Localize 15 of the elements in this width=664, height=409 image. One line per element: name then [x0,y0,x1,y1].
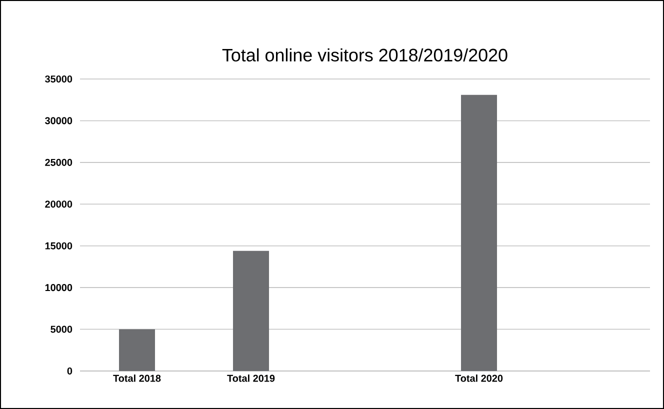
bar [233,250,270,371]
x-tick-label: Total 2018 [113,374,161,382]
y-tick-label: 5000 [50,326,72,333]
y-tick-label: 20000 [45,200,72,208]
x-tick-label: Total 2020 [455,374,503,382]
y-tick-label: 10000 [45,284,72,292]
bar [119,329,155,371]
y-tick-label: 15000 [45,242,72,250]
y-tick-label: 0 [67,367,72,375]
y-tick-label: 35000 [45,75,72,83]
y-tick-label: 30000 [45,117,72,124]
chart-title: Total online visitors 2018/2019/2020 [222,48,508,62]
x-tick-label: Total 2019 [227,374,275,382]
y-tick-label: 25000 [45,158,72,166]
bar [461,94,498,371]
